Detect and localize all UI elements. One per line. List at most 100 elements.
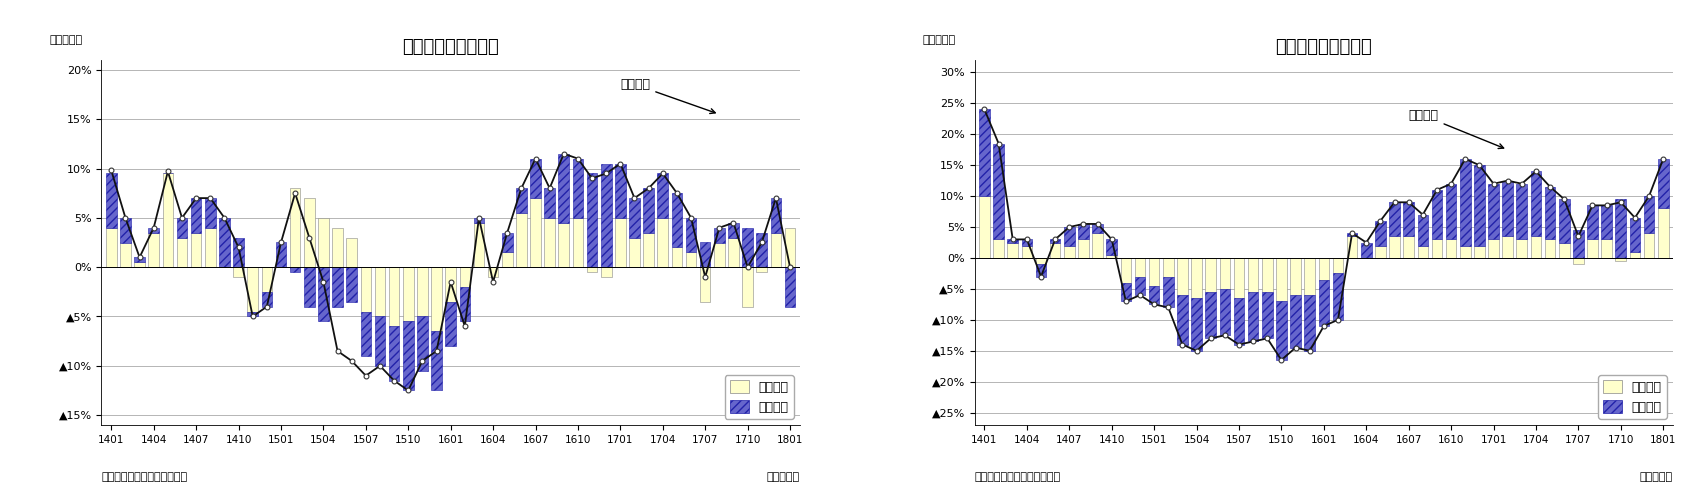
Bar: [644, 232, 654, 267]
Bar: [1572, 230, 1583, 258]
Bar: [120, 242, 130, 267]
Bar: [1417, 214, 1427, 246]
Bar: [1346, 233, 1356, 236]
Bar: [1488, 184, 1498, 240]
Bar: [488, 267, 498, 277]
Bar: [1162, 276, 1172, 308]
Bar: [191, 232, 201, 267]
Bar: [220, 218, 230, 267]
Bar: [1149, 286, 1159, 304]
Text: （年・月）: （年・月）: [1638, 472, 1672, 482]
Bar: [162, 174, 172, 267]
Bar: [1333, 258, 1343, 274]
Bar: [1473, 246, 1485, 258]
Bar: [247, 312, 258, 316]
Bar: [417, 316, 427, 370]
Title: 輸出金額の要因分解: 輸出金額の要因分解: [402, 38, 498, 56]
Bar: [686, 252, 696, 267]
Bar: [1177, 295, 1187, 344]
Bar: [133, 258, 145, 262]
Bar: [978, 110, 990, 196]
Bar: [1078, 224, 1088, 240]
Bar: [628, 198, 640, 237]
Bar: [1615, 258, 1625, 261]
Bar: [1106, 240, 1116, 255]
Bar: [1120, 282, 1130, 302]
Bar: [573, 158, 583, 218]
Bar: [1488, 240, 1498, 258]
Bar: [770, 198, 780, 232]
Bar: [1346, 236, 1356, 258]
Bar: [318, 218, 329, 267]
Text: （前年比）: （前年比）: [922, 36, 954, 46]
Bar: [1530, 236, 1540, 258]
Bar: [601, 164, 611, 267]
Bar: [446, 302, 456, 346]
Bar: [1557, 242, 1569, 258]
Bar: [375, 316, 385, 366]
Bar: [1049, 242, 1059, 258]
Bar: [402, 267, 414, 322]
Bar: [557, 223, 569, 267]
Bar: [1275, 302, 1285, 360]
Bar: [741, 228, 753, 267]
Bar: [1191, 258, 1201, 298]
Bar: [544, 188, 554, 218]
Bar: [346, 267, 356, 302]
Bar: [784, 267, 796, 306]
Bar: [262, 292, 272, 306]
Bar: [1091, 224, 1103, 233]
Bar: [1304, 258, 1314, 295]
Bar: [1615, 199, 1625, 258]
Bar: [1530, 172, 1540, 236]
Bar: [1431, 240, 1441, 258]
Bar: [360, 312, 372, 356]
Bar: [1289, 258, 1301, 295]
Bar: [1544, 240, 1554, 258]
Bar: [1375, 221, 1385, 246]
Bar: [1064, 227, 1074, 246]
Bar: [557, 154, 569, 223]
Bar: [573, 218, 583, 267]
Bar: [247, 267, 258, 312]
Bar: [1388, 236, 1398, 258]
Bar: [1133, 276, 1145, 295]
Bar: [1444, 184, 1456, 240]
Text: （前年比）: （前年比）: [49, 36, 83, 46]
Bar: [741, 267, 753, 306]
Bar: [1317, 280, 1328, 326]
Bar: [1007, 240, 1017, 242]
Bar: [360, 267, 372, 312]
Bar: [978, 196, 990, 258]
Bar: [1233, 258, 1243, 298]
Bar: [515, 188, 527, 213]
Bar: [1275, 258, 1285, 302]
Bar: [657, 174, 667, 218]
Bar: [1262, 292, 1272, 339]
Bar: [714, 228, 725, 242]
Bar: [699, 267, 709, 302]
Bar: [1246, 292, 1258, 342]
Bar: [1657, 208, 1667, 258]
Bar: [473, 223, 485, 267]
Bar: [1375, 246, 1385, 258]
Bar: [601, 267, 611, 277]
Bar: [1149, 258, 1159, 286]
Bar: [177, 238, 187, 267]
Bar: [289, 188, 301, 267]
Bar: [1162, 258, 1172, 276]
Bar: [1557, 199, 1569, 242]
Bar: [177, 218, 187, 238]
Bar: [1204, 292, 1216, 339]
Bar: [1020, 246, 1032, 258]
Bar: [149, 232, 159, 267]
Bar: [1628, 218, 1640, 252]
Legend: 数量要因, 価格要因: 数量要因, 価格要因: [725, 375, 794, 418]
Bar: [1035, 258, 1045, 264]
Bar: [714, 242, 725, 267]
Bar: [1120, 258, 1130, 282]
Bar: [544, 218, 554, 267]
Bar: [615, 218, 625, 267]
Bar: [1572, 258, 1583, 264]
Bar: [586, 174, 596, 267]
